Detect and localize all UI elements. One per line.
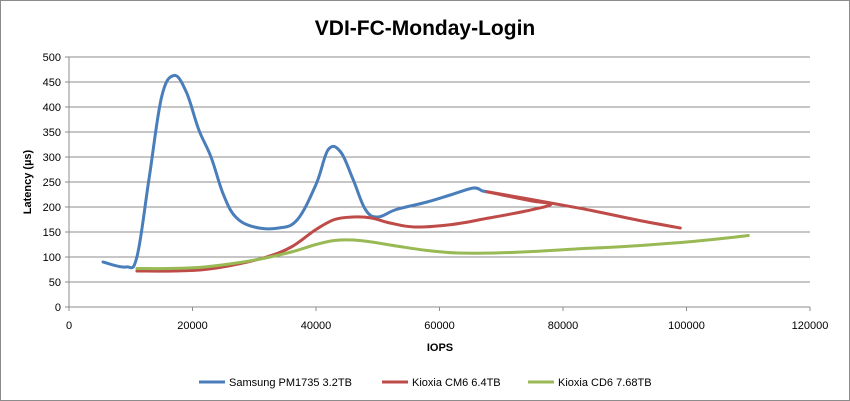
series-lines bbox=[101, 73, 750, 273]
x-tick-label: 100000 bbox=[668, 320, 705, 332]
series-line-kioxia-cm6-6-4tb bbox=[135, 190, 682, 273]
gridlines bbox=[69, 56, 810, 283]
y-tick-label: 100 bbox=[43, 252, 61, 264]
y-tick-label: 200 bbox=[43, 202, 61, 214]
y-tick-label: 300 bbox=[43, 152, 61, 164]
x-tick-label: 120000 bbox=[792, 320, 829, 332]
x-tick-label: 60000 bbox=[424, 320, 455, 332]
y-tick-label: 500 bbox=[43, 52, 61, 64]
y-tick-label: 400 bbox=[43, 102, 61, 114]
series-line-samsung-pm1735-3-2tb bbox=[101, 73, 491, 270]
y-tick-label: 350 bbox=[43, 127, 61, 139]
series-line-kioxia-cd6-7-68tb bbox=[135, 234, 750, 271]
y-tick-label: 0 bbox=[55, 302, 61, 314]
x-tick-label: 80000 bbox=[548, 320, 579, 332]
y-axis-title: Latency (µs) bbox=[22, 149, 34, 214]
x-tick-label: 20000 bbox=[177, 320, 208, 332]
x-tick-label: 0 bbox=[66, 320, 72, 332]
x-tick-labels: 0 20000 40000 60000 80000 100000 120000 bbox=[66, 307, 828, 332]
y-tick-label: 50 bbox=[49, 277, 61, 289]
y-tick-label: 250 bbox=[43, 177, 61, 189]
chart-title: VDI-FC-Monday-Login bbox=[315, 17, 535, 40]
x-axis-title: IOPS bbox=[427, 342, 453, 354]
legend-label: Kioxia CM6 6.4TB bbox=[412, 377, 501, 389]
legend-label: Kioxia CD6 7.68TB bbox=[558, 377, 652, 389]
x-tick-label: 40000 bbox=[301, 320, 332, 332]
y-tick-label: 150 bbox=[43, 227, 61, 239]
legend: Samsung PM1735 3.2TB Kioxia CM6 6.4TB Kiox… bbox=[199, 377, 652, 389]
legend-label: Samsung PM1735 3.2TB bbox=[229, 377, 352, 389]
y-tick-labels: 0 50 100 150 200 250 300 350 400 450 500 bbox=[43, 52, 69, 314]
y-tick-label: 450 bbox=[43, 77, 61, 89]
